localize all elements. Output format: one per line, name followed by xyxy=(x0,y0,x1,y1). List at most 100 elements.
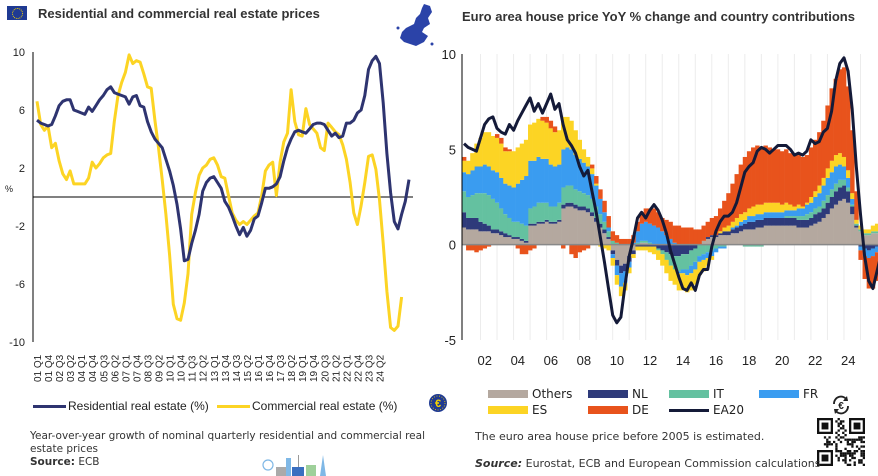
bar-segment-it xyxy=(656,248,661,251)
bar-segment-nl xyxy=(746,221,752,230)
bar-segment-nl xyxy=(680,244,686,255)
bar-segment-de xyxy=(796,155,801,205)
bar-segment-de xyxy=(598,189,603,199)
bar-segment-it xyxy=(536,202,541,222)
bar-segment-others xyxy=(536,223,541,245)
bar-segment-fr xyxy=(552,166,558,207)
bar-segment-es xyxy=(461,160,467,173)
bar-segment-fr xyxy=(660,231,665,245)
bar-segment-de xyxy=(548,120,554,129)
right-note: The euro area house price before 2005 is… xyxy=(475,430,765,443)
bar-segment-es xyxy=(503,151,508,184)
bar-segment-de xyxy=(742,156,748,213)
y-tick-label: 6 xyxy=(19,105,25,117)
bar-segment-fr xyxy=(689,265,694,274)
bar-segment-it xyxy=(689,250,694,266)
qr-module xyxy=(842,452,845,455)
bar-segment-others xyxy=(825,214,830,245)
bar-segment-nl xyxy=(548,221,554,224)
bar-segment-it xyxy=(565,185,570,203)
bar-segment-de xyxy=(606,216,611,228)
qr-module xyxy=(851,454,854,457)
qr-module xyxy=(835,450,838,453)
legend-item-ea20: EA20 xyxy=(669,403,744,417)
bar-segment-it xyxy=(573,189,578,205)
bar-segment-others xyxy=(742,229,748,245)
bar-segment-de xyxy=(486,244,492,247)
bar-segment-others xyxy=(602,233,607,245)
bar-segment-fr xyxy=(581,162,587,194)
bar-segment-fr xyxy=(656,227,661,245)
x-tick-label: 16 Q1 xyxy=(254,354,265,382)
left-chart: 10 6 2 -2 -6 -10% 01 Q1 01 Q4 02 Q3 03 Q2 04 Q1 04 … xyxy=(5,47,413,382)
qr-module xyxy=(839,454,843,457)
y-tick-label: 10 xyxy=(13,47,25,59)
bar-segment-nl xyxy=(499,231,504,236)
bar-segment-de xyxy=(499,137,504,144)
bar-segment-de xyxy=(874,252,878,281)
svg-text:€: € xyxy=(838,401,844,412)
bar-segment-de xyxy=(594,176,599,184)
bar-segment-fr xyxy=(788,210,793,217)
x-tick-label: 03 Q2 xyxy=(66,354,77,382)
bar-segment-fr xyxy=(779,212,785,218)
bar-segment-es xyxy=(470,153,475,171)
bar-segment-nl xyxy=(854,225,859,228)
bar-segment-nl xyxy=(589,212,595,217)
legend-item-fr: FR xyxy=(759,387,818,401)
bar-segment-it xyxy=(482,193,488,224)
bar-segment-fr xyxy=(461,172,467,192)
x-tick-label: 08 xyxy=(577,353,591,368)
qr-module xyxy=(839,436,843,439)
bar-segment-nl xyxy=(565,202,570,207)
bar-segment-others xyxy=(519,240,525,245)
bar-segment-nl xyxy=(812,214,818,224)
bar-segment-fr xyxy=(499,177,504,209)
bar-segment-others xyxy=(532,225,537,245)
qr-module xyxy=(823,443,827,446)
bar-segment-others xyxy=(759,227,764,245)
bar-segment-fr xyxy=(602,212,607,222)
bar-segment-fr xyxy=(837,164,843,180)
bar-segment-fr xyxy=(746,216,752,222)
qr-module xyxy=(860,452,863,455)
bar-segment-it xyxy=(548,206,554,222)
bar-segment-de xyxy=(821,120,826,178)
bar-segment-it xyxy=(697,244,702,257)
bar-segment-de xyxy=(751,147,756,207)
y-axis-label: % xyxy=(5,184,13,194)
bar-segment-fr xyxy=(771,212,777,218)
bar-segment-others xyxy=(755,227,760,245)
bar-segment-de xyxy=(478,244,483,251)
bar-segment-others xyxy=(779,225,785,245)
bar-segment-de xyxy=(800,156,806,207)
bar-segment-others xyxy=(763,225,768,245)
legend-label-es: ES xyxy=(532,403,548,417)
bar-segment-it xyxy=(713,244,719,249)
bar-segment-es xyxy=(812,191,818,197)
qr-module xyxy=(839,450,843,453)
bar-segment-it xyxy=(486,195,492,226)
bar-segment-nl xyxy=(544,219,549,222)
bar-segment-others xyxy=(841,198,847,245)
bar-segment-it xyxy=(817,206,822,213)
bar-segment-nl xyxy=(482,223,488,232)
bar-segment-es xyxy=(672,269,677,285)
bar-segment-others xyxy=(511,238,516,245)
bar-segment-es xyxy=(651,246,657,255)
legend-label-residential: Residential real estate (%) xyxy=(68,399,209,413)
qr-module xyxy=(835,447,838,450)
bar-segment-es xyxy=(825,168,830,178)
bar-segment-it xyxy=(755,244,760,247)
qr-code-icon[interactable] xyxy=(817,418,865,466)
bar-segment-es xyxy=(523,139,529,177)
bar-segment-fr xyxy=(515,183,521,222)
bar-segment-fr xyxy=(763,212,768,218)
bar-segment-de xyxy=(763,145,768,203)
legend-swatch-es xyxy=(488,406,528,414)
bar-segment-nl xyxy=(738,225,744,232)
qr-module xyxy=(858,461,861,464)
bar-segment-nl xyxy=(470,217,475,230)
bar-segment-de xyxy=(515,244,521,249)
bar-segment-nl xyxy=(647,244,653,247)
